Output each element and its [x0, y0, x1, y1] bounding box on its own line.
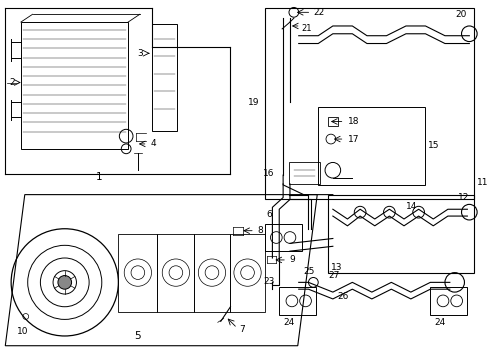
Bar [152, 24, 177, 131]
Text: 25: 25 [303, 266, 314, 275]
Text: 3: 3 [137, 49, 142, 58]
Bar [21, 22, 128, 149]
Bar [118, 234, 157, 312]
Bar [264, 8, 473, 198]
Text: 16: 16 [263, 169, 274, 178]
Bar [157, 234, 194, 312]
Text: 14: 14 [405, 202, 416, 211]
Text: 26: 26 [337, 292, 348, 301]
Text: 1: 1 [95, 172, 102, 182]
Text: 27: 27 [327, 271, 339, 280]
Text: 22: 22 [313, 8, 324, 17]
Text: 21: 21 [301, 24, 311, 33]
Bar [327, 117, 337, 126]
Bar [264, 224, 301, 251]
Bar [318, 107, 425, 185]
Bar [230, 234, 264, 312]
Text: 10: 10 [17, 327, 28, 336]
Bar [279, 287, 316, 315]
Text: 24: 24 [433, 319, 445, 328]
Text: 9: 9 [288, 256, 294, 265]
Text: 19: 19 [248, 98, 259, 107]
Text: 23: 23 [263, 277, 274, 286]
Text: 8: 8 [257, 226, 263, 235]
Text: 13: 13 [330, 263, 342, 272]
Bar [194, 234, 229, 312]
Text: 5: 5 [134, 331, 141, 341]
Text: 17: 17 [347, 135, 358, 144]
Bar [288, 162, 320, 184]
Text: 12: 12 [457, 193, 468, 202]
Bar [327, 195, 473, 273]
Text: 18: 18 [347, 117, 358, 126]
Text: 4: 4 [150, 139, 156, 148]
Circle shape [58, 275, 71, 289]
Text: 20: 20 [455, 10, 466, 19]
Text: 7: 7 [239, 325, 244, 334]
Text: 24: 24 [283, 319, 294, 328]
Text: 6: 6 [266, 210, 272, 219]
Bar [429, 287, 467, 315]
Text: 2: 2 [9, 78, 15, 87]
Text: 15: 15 [427, 141, 439, 150]
Text: 11: 11 [476, 179, 488, 188]
